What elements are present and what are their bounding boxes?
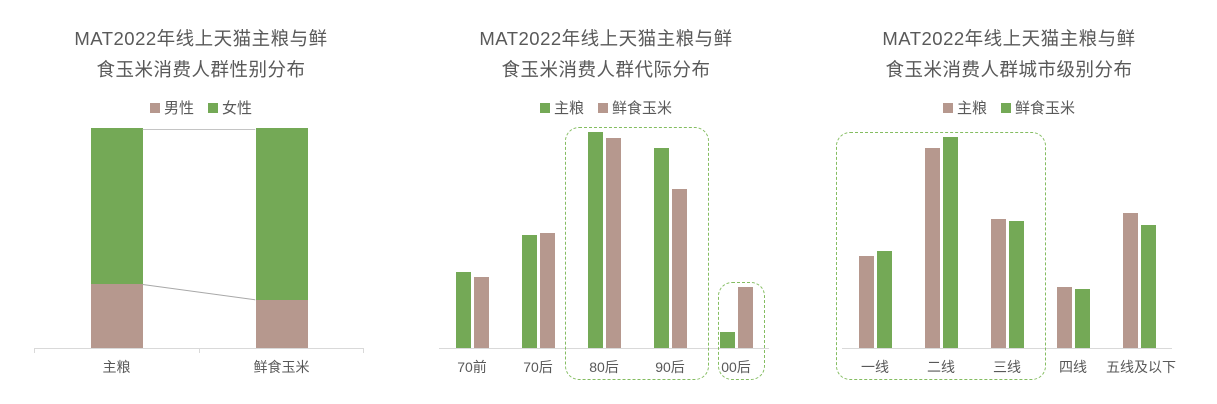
bar-鲜食玉米-70前 bbox=[473, 276, 489, 348]
category-label-五线及以下: 五线及以下 bbox=[1106, 359, 1176, 375]
axis-tick bbox=[363, 349, 364, 353]
chart-title-line2: 食玉米消费人群性别分布 bbox=[96, 59, 306, 80]
category-label-鲜食玉米: 鲜食玉米 bbox=[253, 359, 310, 375]
category-label-四线: 四线 bbox=[1059, 359, 1087, 375]
chart-title: MAT2022年线上天猫主粮与鲜 食玉米消费人群代际分布 bbox=[423, 0, 789, 85]
legend-label: 女性 bbox=[222, 100, 253, 117]
legend-item-鲜食玉米: 鲜食玉米 bbox=[1001, 97, 1075, 118]
legend-label: 主粮 bbox=[956, 100, 987, 117]
legend-label: 鲜食玉米 bbox=[612, 100, 673, 117]
axis-tick bbox=[199, 349, 200, 353]
bar-鲜食玉米-五线及以下 bbox=[1140, 225, 1156, 348]
bar-segment-女性-鲜食玉米 bbox=[255, 128, 308, 300]
legend-item-鲜食玉米: 鲜食玉米 bbox=[598, 97, 672, 118]
bar-主粮-00后 bbox=[719, 331, 735, 348]
bar-鲜食玉米-00后 bbox=[737, 287, 753, 348]
legend-swatch-icon bbox=[1001, 102, 1011, 113]
plot-area: 主粮 鲜食玉米 bbox=[34, 128, 364, 375]
bar-鲜食玉米-一线 bbox=[876, 250, 892, 348]
legend-swatch-icon bbox=[598, 102, 608, 113]
bar-鲜食玉米-80后 bbox=[605, 137, 621, 348]
legend-label: 鲜食玉米 bbox=[1015, 100, 1076, 117]
category-label-主粮: 主粮 bbox=[102, 359, 131, 375]
bar-主粮-80后 bbox=[587, 131, 603, 348]
chart-title-line2: 食玉米消费人群代际分布 bbox=[501, 59, 711, 80]
bar-主粮-二线 bbox=[924, 148, 940, 348]
category-label-80后: 80后 bbox=[589, 359, 619, 375]
category-label-70前: 70前 bbox=[457, 359, 487, 375]
bar-segment-女性-主粮 bbox=[90, 128, 143, 285]
chart-title-line1: MAT2022年线上天猫主粮与鲜 bbox=[882, 28, 1136, 49]
chart-legend: 主粮 鲜食玉米 bbox=[826, 97, 1192, 118]
stacked-bar-主粮 bbox=[90, 128, 143, 348]
legend-item-主粮: 主粮 bbox=[942, 97, 987, 118]
bar-segment-男性-主粮 bbox=[90, 284, 143, 348]
legend-swatch-icon bbox=[942, 102, 953, 113]
legend-swatch-icon bbox=[149, 102, 160, 113]
chart-legend: 男性 女性 bbox=[18, 97, 384, 118]
legend-swatch-icon bbox=[539, 102, 550, 113]
bar-segment-男性-鲜食玉米 bbox=[255, 299, 308, 348]
bar-主粮-90后 bbox=[653, 148, 669, 348]
bar-鲜食玉米-70后 bbox=[539, 232, 555, 348]
chart-title: MAT2022年线上天猫主粮与鲜 食玉米消费人群城市级别分布 bbox=[826, 0, 1192, 85]
legend-item-女性: 女性 bbox=[208, 97, 252, 118]
plot-area: 70前 70后 80后 90后 00后 bbox=[439, 126, 769, 380]
legend-item-主粮: 主粮 bbox=[539, 97, 584, 118]
axis-tick bbox=[34, 349, 35, 353]
legend-label: 男性 bbox=[163, 100, 194, 117]
gender-distribution-chart: MAT2022年线上天猫主粮与鲜 食玉米消费人群性别分布 男性 女性 主粮 鲜食玉米 bbox=[18, 0, 384, 404]
chart-legend: 主粮 鲜食玉米 bbox=[423, 97, 789, 118]
category-label-00后: 00后 bbox=[721, 359, 751, 375]
legend-swatch-icon bbox=[208, 102, 218, 113]
bar-主粮-70前 bbox=[455, 272, 471, 348]
bar-主粮-70后 bbox=[521, 234, 537, 348]
chart-title-line2: 食玉米消费人群城市级别分布 bbox=[885, 59, 1133, 80]
chart-title: MAT2022年线上天猫主粮与鲜 食玉米消费人群性别分布 bbox=[18, 0, 384, 85]
generation-distribution-chart: MAT2022年线上天猫主粮与鲜 食玉米消费人群代际分布 主粮 鲜食玉米 70前 7… bbox=[423, 0, 789, 404]
legend-label: 主粮 bbox=[553, 100, 584, 117]
bar-鲜食玉米-二线 bbox=[942, 137, 958, 348]
stacked-bar-鲜食玉米 bbox=[255, 128, 308, 348]
bar-鲜食玉米-四线 bbox=[1074, 289, 1090, 348]
category-label-90后: 90后 bbox=[655, 359, 685, 375]
category-label-70后: 70后 bbox=[523, 359, 553, 375]
category-label-一线: 一线 bbox=[861, 359, 889, 375]
bar-主粮-五线及以下 bbox=[1122, 212, 1138, 348]
bar-主粮-四线 bbox=[1056, 287, 1072, 348]
plot-area: 一线 二线 三线 四线 五线及以下 bbox=[836, 129, 1176, 380]
category-label-二线: 二线 bbox=[927, 359, 955, 375]
category-label-三线: 三线 bbox=[993, 359, 1021, 375]
bar-主粮-一线 bbox=[858, 256, 874, 348]
chart-title-line1: MAT2022年线上天猫主粮与鲜 bbox=[74, 28, 328, 49]
bar-主粮-三线 bbox=[990, 219, 1006, 348]
bar-鲜食玉米-90后 bbox=[671, 188, 687, 348]
city-tier-distribution-chart: MAT2022年线上天猫主粮与鲜 食玉米消费人群城市级别分布 主粮 鲜食玉米 一线… bbox=[826, 0, 1192, 404]
series-connector-lines bbox=[142, 129, 256, 301]
bar-鲜食玉米-三线 bbox=[1008, 221, 1024, 348]
legend-item-男性: 男性 bbox=[149, 97, 194, 118]
chart-title-line1: MAT2022年线上天猫主粮与鲜 bbox=[479, 28, 733, 49]
